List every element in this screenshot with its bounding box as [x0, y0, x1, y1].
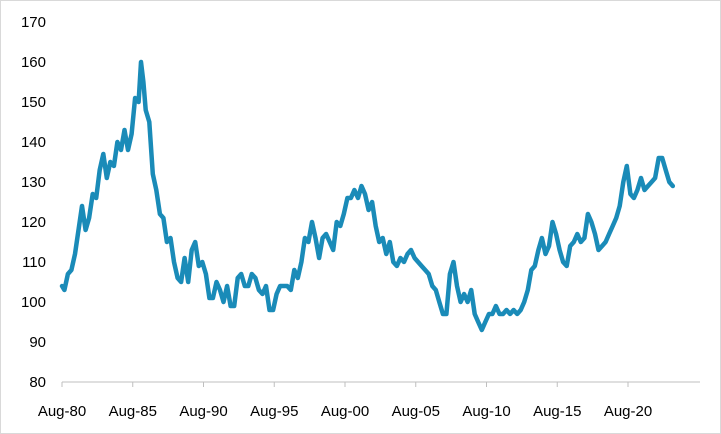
y-tick-label: 130: [21, 174, 46, 191]
x-axis: Aug-80 Aug-85 Aug-90 Aug-95 Aug-00 Aug-05 Aug-…: [38, 381, 700, 420]
series-layer: [59, 59, 676, 333]
x-tick-label: Aug-10: [462, 403, 510, 420]
series-line: [59, 59, 676, 333]
y-axis: 80 90 100 110 120 130 140 150 160 170: [21, 14, 46, 391]
y-tick-label: 80: [29, 374, 46, 391]
x-tick-label: Aug-00: [321, 403, 369, 420]
x-tick-label: Aug-95: [250, 403, 298, 420]
y-tick-label: 100: [21, 294, 46, 311]
x-tick-label: Aug-80: [38, 403, 86, 420]
y-tick-label: 170: [21, 14, 46, 31]
y-tick-label: 150: [21, 94, 46, 111]
y-tick-label: 110: [22, 254, 46, 271]
x-tick-label: Aug-20: [604, 403, 652, 420]
y-tick-label: 90: [29, 334, 46, 351]
y-tick-label: 160: [21, 54, 46, 71]
x-tick-label: Aug-15: [533, 403, 581, 420]
x-tick-label: Aug-05: [392, 403, 440, 420]
y-tick-label: 140: [21, 134, 46, 151]
x-tick-label: Aug-85: [109, 403, 157, 420]
y-tick-label: 120: [21, 214, 46, 231]
x-tick-label: Aug-90: [179, 403, 227, 420]
